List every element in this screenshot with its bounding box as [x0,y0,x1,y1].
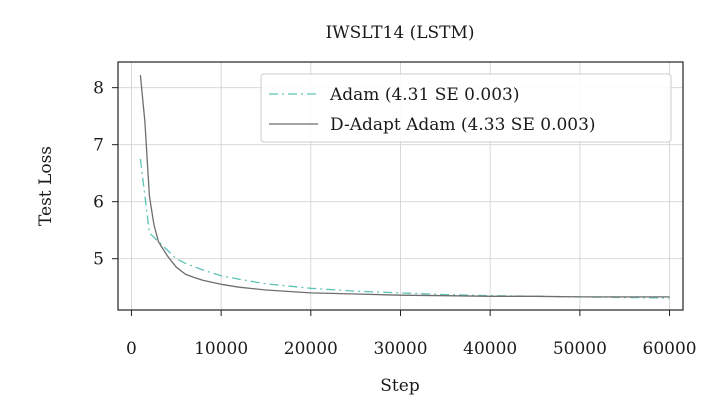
legend-box [260,73,672,143]
y-tick-label: 6 [93,193,104,213]
y-tick-label: 7 [93,136,104,156]
x-tick-label: 60000 [643,339,697,359]
x-tick-label: 20000 [284,339,338,359]
x-axis-label: Step [380,376,420,396]
chart-title: IWSLT14 (LSTM) [325,23,474,43]
x-tick-label: 40000 [463,339,517,359]
y-tick-label: 5 [93,250,104,270]
x-tick-label: 50000 [553,339,607,359]
legend-label-adam: Adam (4.31 SE 0.003) [329,85,519,105]
y-axis-label: Test Loss [36,146,56,226]
series-layer [139,75,670,299]
x-axis-ticks: 0 10000 20000 30000 40000 50000 60000 [126,310,697,359]
series-line-d-adapt-adam-4-33-se-0-003 [139,75,670,298]
legend-label-d-adapt-adam: D-Adapt Adam (4.33 SE 0.003) [330,115,596,135]
y-axis-ticks: 5 6 7 8 [93,79,118,270]
x-tick-label: 10000 [194,339,248,359]
legend: Adam (4.31 SE 0.003) D-Adapt Adam (4.33 … [260,73,672,143]
x-tick-label: 30000 [373,339,427,359]
x-tick-label: 0 [126,339,137,359]
y-tick-label: 8 [93,79,104,99]
series-line-adam-4-31-se-0-003 [139,158,670,299]
